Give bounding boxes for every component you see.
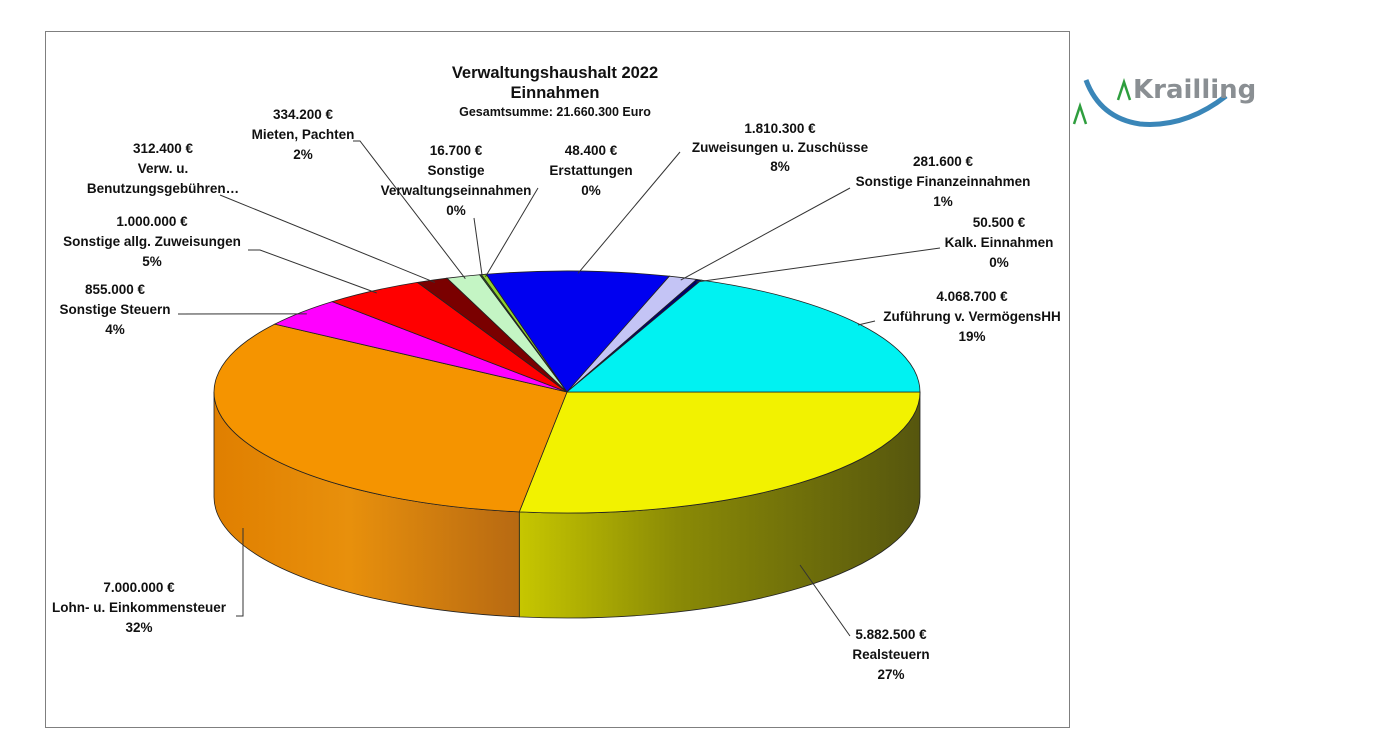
pie-top [213,270,921,514]
pie-slice-zuweisungen_zuschuesse [485,270,671,393]
label-name: Kalk. Einnahmen [945,235,1054,250]
leader-line-sonst_verw [473,217,483,278]
leader-line-verw_gebuehren [219,194,436,283]
logo-tick-icon [1072,102,1088,125]
label-lohn: 7.000.000 € Lohn- u. Einkommensteuer 32% [52,580,227,635]
label-value: 334.200 € [273,107,334,122]
label-percent: 4% [105,322,125,337]
label-value: 1.000.000 € [116,214,188,229]
label-value: 855.000 € [85,282,146,297]
label-value: 1.810.300 € [744,121,816,136]
label-kalk: 50.500 € Kalk. Einnahmen 0% [945,215,1054,270]
label-verw-gebuehren: 312.400 € Verw. u. Benutzungsgebühren… [87,141,239,196]
label-name: Lohn- u. Einkommensteuer [52,600,227,615]
label-percent: 2% [293,147,313,162]
label-erstattungen: 48.400 € Erstattungen 0% [549,143,632,198]
label-realsteuern: 5.882.500 € Realsteuern 27% [852,627,929,682]
label-zufuehrung: 4.068.700 € Zuführung v. VermögensHH 19% [883,289,1061,344]
label-name: Zuführung v. VermögensHH [883,309,1061,324]
label-value: 4.068.700 € [936,289,1008,304]
label-percent: 0% [581,183,601,198]
leader-line-zufuehrung [857,320,876,326]
label-zuweisungen-zuschuesse: 1.810.300 € Zuweisungen u. Zuschüsse 8% [692,121,869,174]
logo-text: Krailling [1133,75,1256,105]
label-value: 281.600 € [913,154,974,169]
label-mieten: 334.200 € Mieten, Pachten 2% [252,107,355,162]
leader-line-mieten [353,140,466,279]
leader-line-erstattungen [485,187,539,278]
logo-tick-icon [1116,78,1132,101]
label-percent: 8% [770,159,790,174]
label-percent: 27% [877,667,904,682]
label-percent: 32% [125,620,152,635]
label-value: 48.400 € [565,143,618,158]
leader-line-kalk [696,247,941,283]
label-name: Realsteuern [852,647,929,662]
label-value: 50.500 € [973,215,1026,230]
label-value: 7.000.000 € [103,580,175,595]
leader-line-realsteuern [799,564,851,637]
chart-frame [45,31,1070,728]
label-name: Mieten, Pachten [252,127,355,142]
leader-line-finanzeinnahmen [680,187,851,281]
label-name: Erstattungen [549,163,632,178]
label-name-line1: Verw. u. [138,161,189,176]
label-name-line2: Verwaltungseinnahmen [381,183,532,198]
label-percent: 0% [446,203,466,218]
pie-slice-realsteuern [518,391,921,514]
logo-arc-icon [1083,79,1228,127]
label-sonst-verw: 16.700 € Sonstige Verwaltungseinnahmen 0… [381,143,532,218]
chart-subtitle: Einnahmen [511,84,600,102]
label-value: 312.400 € [133,141,194,156]
label-name: Sonstige allg. Zuweisungen [63,234,241,249]
label-name-line1: Sonstige [427,163,484,178]
leader-line-zuweisungen_allg [248,249,377,294]
label-name: Sonstige Finanzeinnahmen [856,174,1031,189]
label-name: Zuweisungen u. Zuschüsse [692,140,869,155]
label-percent: 1% [933,194,953,209]
leader-line-lohn [236,528,244,617]
chart-total: Gesamtsumme: 21.660.300 Euro [459,105,651,119]
label-zuweisungen-allg: 1.000.000 € Sonstige allg. Zuweisungen 5… [63,214,241,269]
label-name-line2: Benutzungsgebühren… [87,181,239,196]
label-finanzeinnahmen: 281.600 € Sonstige Finanzeinnahmen 1% [856,154,1031,209]
leader-lines [177,140,941,637]
label-name: Sonstige Steuern [59,302,170,317]
pie-slice-lohn [213,323,568,513]
label-percent: 19% [958,329,985,344]
label-percent: 0% [989,255,1009,270]
label-percent: 5% [142,254,162,269]
krailling-logo: Krailling [1072,75,1256,127]
label-value: 16.700 € [430,143,483,158]
leader-line-zuweisungen_zuschuesse [577,151,681,274]
label-value: 5.882.500 € [855,627,927,642]
label-sonstige-steuern: 855.000 € Sonstige Steuern 4% [59,282,170,337]
chart-title: Verwaltungshaushalt 2022 [452,64,658,82]
